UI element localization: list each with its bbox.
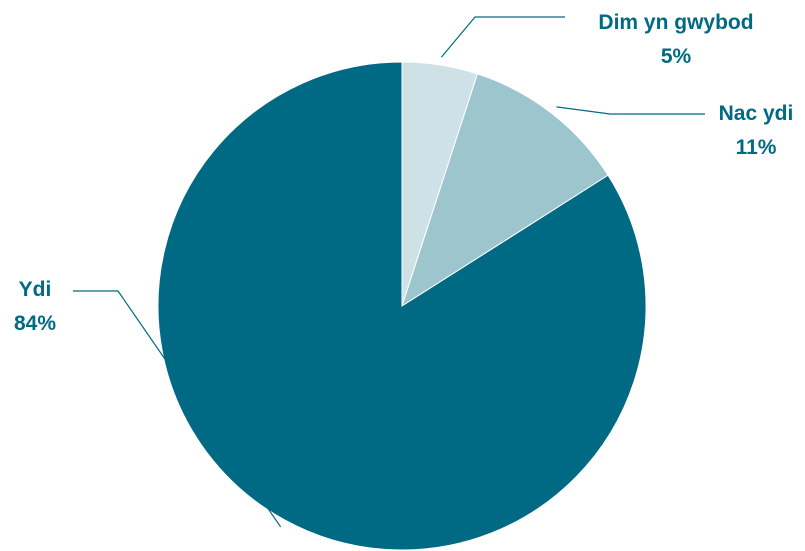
slice-label-nac-ydi: Nac ydi <box>719 102 794 125</box>
leader-line-ydi <box>73 290 282 528</box>
pie-slice-ydi <box>157 61 647 551</box>
leader-line-dim-yn-gwybod <box>440 16 565 58</box>
slice-value-nac-ydi: 11% <box>736 136 777 159</box>
pie-slices <box>157 61 647 551</box>
slice-label-dim-yn-gwybod: Dim yn gwybod <box>598 11 753 34</box>
slice-value-dim-yn-gwybod: 5% <box>661 45 692 68</box>
slice-value-ydi: 84% <box>14 312 56 335</box>
label-group-nac-ydi: Nac ydi 11% <box>719 102 794 159</box>
leader-lines <box>73 16 705 528</box>
slice-label-ydi: Ydi <box>19 278 52 301</box>
pie-slice-nac-ydi <box>401 73 609 308</box>
label-group-ydi: Ydi 84% <box>14 278 56 335</box>
label-group-dim-yn-gwybod: Dim yn gwybod 5% <box>598 11 753 68</box>
leader-line-nac-ydi <box>556 106 705 115</box>
